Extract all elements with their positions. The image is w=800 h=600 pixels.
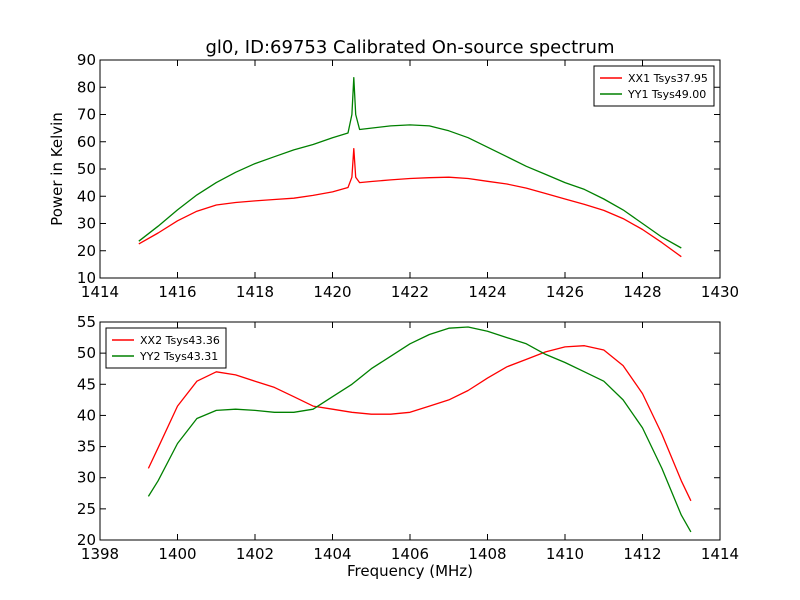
lower-legend-label-1: XX2 Tsys43.36: [140, 334, 220, 347]
upper-x-tick-label: 1416: [158, 283, 196, 301]
upper-y-tick-label: 60: [77, 133, 96, 151]
lower-legend-label-2: YY2 Tsys43.31: [139, 350, 218, 363]
lower-y-tick-label: 55: [77, 313, 96, 331]
upper-legend-label-1: XX1 Tsys37.95: [628, 72, 708, 85]
upper-y-tick-label: 40: [77, 187, 96, 205]
lower-x-tick-label: 1400: [158, 545, 196, 563]
upper-x-tick-label: 1422: [391, 283, 429, 301]
upper-series-line-2: [138, 77, 682, 249]
upper-legend-box: [593, 65, 715, 107]
lower-y-tick-label: 45: [77, 375, 96, 393]
lower-x-tick-label: 1414: [701, 545, 739, 563]
lower-legend: XX2 Tsys43.36 YY2 Tsys43.31: [105, 327, 227, 369]
lower-series-line-2: [147, 326, 692, 533]
upper-y-tick-label: 90: [77, 51, 96, 69]
upper-x-tick-label: 1414: [81, 283, 119, 301]
upper-y-tick-label: 70: [77, 106, 96, 124]
lower-x-tick-label: 1398: [81, 545, 119, 563]
upper-y-tick-label: 20: [77, 242, 96, 260]
lower-y-tick-label: 20: [77, 531, 96, 549]
upper-y-tick-label: 30: [77, 215, 96, 233]
upper-legend-label-2: YY1 Tsys49.00: [627, 88, 706, 101]
upper-y-axis-label: Power in Kelvin: [48, 112, 66, 226]
lower-legend-box: [105, 327, 227, 369]
lower-x-tick-label: 1412: [623, 545, 661, 563]
upper-x-tick-label: 1418: [236, 283, 274, 301]
lower-y-tick-label: 40: [77, 406, 96, 424]
upper-x-tick-label: 1420: [313, 283, 351, 301]
upper-y-tick-label: 80: [77, 78, 96, 96]
lower-x-tick-label: 1402: [236, 545, 274, 563]
upper-x-tick-label: 1426: [546, 283, 584, 301]
lower-y-tick-label: 25: [77, 500, 96, 518]
lower-panel: 1398 1400 1402 1404 1406 1408 1410 1412 1414 20 25…: [77, 313, 739, 580]
figure-title: gl0, ID:69753 Calibrated On-source spect…: [205, 37, 614, 58]
upper-x-tick-label: 1424: [468, 283, 506, 301]
lower-y-tick-label: 30: [77, 469, 96, 487]
lower-x-tick-label: 1404: [313, 545, 351, 563]
lower-y-tick-label: 35: [77, 438, 96, 456]
lower-x-axis-label: Frequency (MHz): [347, 562, 473, 580]
lower-series-line-1: [147, 345, 692, 502]
upper-legend: XX1 Tsys37.95 YY1 Tsys49.00: [593, 65, 715, 107]
upper-panel: 1414 1416 1418 1420 1422 1424 1426 1428 1430 10 20…: [48, 51, 739, 301]
upper-series-line-1: [138, 147, 682, 258]
lower-x-tick-label: 1410: [546, 545, 584, 563]
upper-x-tick-label: 1428: [623, 283, 661, 301]
lower-x-tick-label: 1406: [391, 545, 429, 563]
upper-y-tick-label: 10: [77, 269, 96, 287]
lower-y-tick-label: 50: [77, 344, 96, 362]
lower-x-tick-label: 1408: [468, 545, 506, 563]
upper-y-tick-label: 50: [77, 160, 96, 178]
upper-x-tick-label: 1430: [701, 283, 739, 301]
